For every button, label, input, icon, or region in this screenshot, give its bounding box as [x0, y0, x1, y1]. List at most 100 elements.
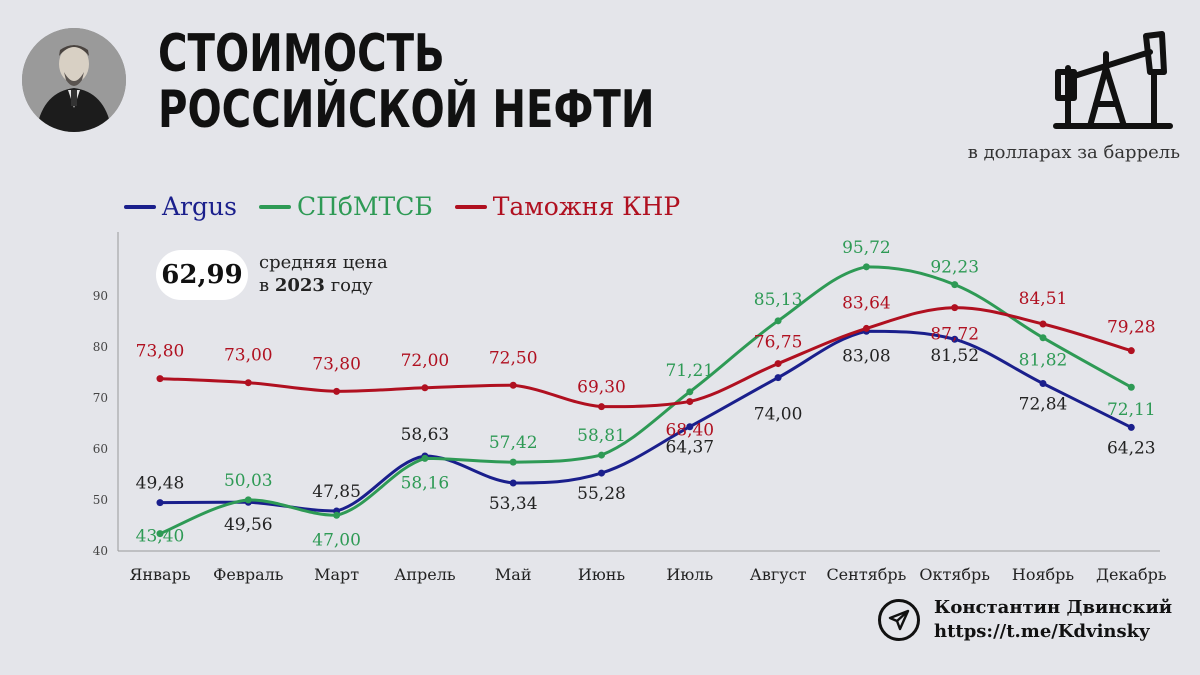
legend-swatch-spbmtsb — [258, 204, 291, 209]
legend-label-spbmtsb: СПбМТСБ — [296, 192, 433, 221]
chart-subtitle: в долларах за баррель — [967, 142, 1180, 163]
y-tick-label: 60 — [93, 442, 108, 456]
portrait-photo — [22, 28, 126, 132]
data-point — [156, 499, 164, 507]
data-point — [421, 384, 429, 392]
x-tick-label: Июнь — [578, 565, 626, 584]
average-caption-prefix: в — [259, 274, 275, 296]
author-name: Константин Двинский — [934, 597, 1173, 618]
y-tick-label: 90 — [93, 289, 108, 303]
data-label: 76,75 — [754, 333, 803, 353]
y-tick-label: 40 — [93, 544, 108, 558]
data-label: 72,11 — [1107, 400, 1156, 420]
data-point — [421, 454, 429, 462]
data-label: 73,80 — [312, 354, 361, 374]
data-point — [598, 469, 605, 477]
data-point — [951, 281, 959, 289]
oil-pumpjack-icon — [1046, 22, 1176, 132]
data-point — [156, 375, 164, 383]
data-label: 58,63 — [401, 425, 450, 445]
data-label: 85,13 — [754, 290, 803, 310]
data-label: 72,84 — [1019, 395, 1068, 415]
data-label: 84,51 — [1019, 289, 1068, 309]
legend-swatch-argus — [124, 204, 156, 209]
data-label: 57,42 — [489, 433, 538, 453]
data-label: 71,21 — [665, 361, 714, 381]
data-label: 79,28 — [1107, 318, 1156, 338]
data-label: 72,50 — [489, 348, 538, 368]
author-link[interactable]: https://t.me/Kdvinsky — [934, 621, 1150, 643]
data-point — [244, 496, 252, 504]
data-label: 43,40 — [136, 527, 185, 547]
author-info: Константин Двинский https://t.me/Kdvinsk… — [934, 596, 1172, 645]
data-label: 83,64 — [842, 293, 891, 313]
x-tick-label: Январь — [129, 565, 190, 584]
data-point — [1127, 383, 1135, 391]
data-point — [951, 335, 959, 343]
chart-legend: Argus СПбМТСБ Таможня КНР — [124, 192, 680, 221]
data-point — [156, 530, 164, 538]
series-line — [158, 265, 1133, 536]
x-tick-label: Декабрь — [1096, 565, 1167, 584]
x-tick-label: Октябрь — [919, 565, 990, 584]
data-point — [1127, 423, 1135, 431]
data-label: 50,03 — [224, 471, 273, 491]
data-point — [862, 324, 870, 332]
average-caption-year: 2023 — [274, 274, 325, 296]
data-point — [598, 451, 605, 459]
data-label: 69,30 — [577, 378, 626, 398]
data-point — [774, 360, 782, 368]
data-label: 73,00 — [224, 346, 273, 366]
portrait-illustration — [22, 28, 126, 132]
data-label: 58,81 — [577, 426, 626, 446]
data-label: 83,08 — [842, 346, 891, 366]
data-point — [509, 458, 517, 466]
data-point — [1127, 347, 1135, 355]
data-label: 55,28 — [577, 484, 626, 504]
average-price-badge: 62,99 — [156, 250, 248, 300]
data-label: 47,00 — [312, 530, 361, 550]
y-tick-label: 50 — [93, 493, 108, 507]
legend-swatch-customs-china — [454, 204, 487, 209]
data-label: 81,52 — [930, 346, 979, 366]
y-tick-label: 80 — [93, 340, 108, 354]
data-point — [509, 479, 517, 487]
data-point — [333, 511, 341, 519]
data-point — [598, 403, 605, 411]
title-line-1: СТОИМОСТЬ — [158, 24, 445, 84]
x-tick-label: Март — [314, 565, 359, 584]
data-label: 87,72 — [930, 325, 979, 345]
data-point — [774, 374, 782, 382]
x-tick-label: Ноябрь — [1012, 565, 1075, 584]
x-tick-label: Сентябрь — [826, 565, 906, 584]
telegram-icon[interactable] — [878, 599, 920, 642]
x-tick-label: Июль — [666, 565, 713, 584]
data-point — [1039, 320, 1047, 328]
data-label: 64,37 — [665, 438, 714, 458]
data-label: 68,40 — [665, 421, 714, 441]
legend-label-argus: Argus — [162, 192, 237, 221]
data-point — [509, 381, 517, 389]
data-label: 95,72 — [842, 238, 891, 258]
series-line — [158, 306, 1133, 409]
data-point — [1039, 334, 1047, 342]
data-point — [244, 379, 252, 387]
data-point — [686, 398, 694, 406]
data-point — [774, 317, 782, 325]
data-point — [951, 304, 959, 312]
data-label: 64,23 — [1107, 438, 1156, 458]
legend-label-customs-china: Таможня КНР — [492, 192, 681, 221]
legend-item-customs-china: Таможня КНР — [454, 192, 681, 221]
legend-item-spbmtsb: СПбМТСБ — [258, 192, 433, 221]
data-label: 58,16 — [401, 473, 450, 493]
series-line — [158, 329, 1133, 513]
average-caption-line-2: в 2023 году — [259, 275, 388, 298]
data-label: 92,23 — [930, 258, 979, 278]
author-block: Константин Двинский https://t.me/Kdvinsk… — [878, 596, 1172, 645]
y-tick-label: 70 — [93, 391, 108, 405]
data-label: 53,34 — [489, 494, 538, 514]
data-point — [1039, 380, 1047, 388]
average-caption-line-1: средняя цена — [259, 252, 388, 273]
average-caption-suffix: году — [324, 274, 373, 296]
